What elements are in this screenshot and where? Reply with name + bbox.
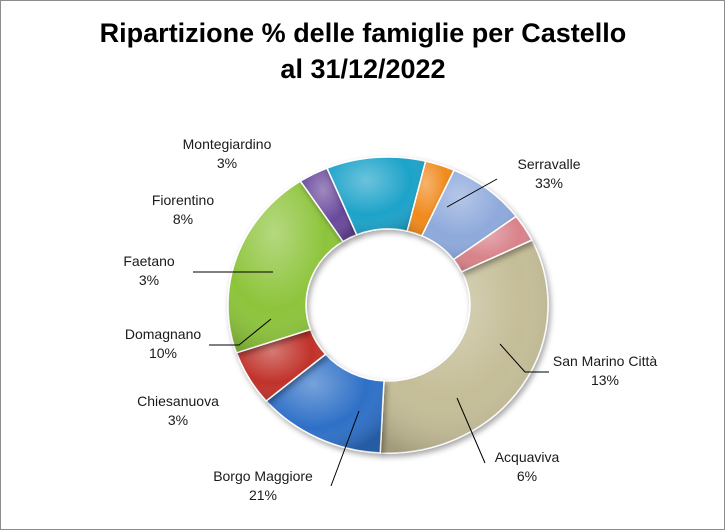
slice-san-marino-citta	[265, 353, 385, 454]
slice-percent-domagnano: 10%	[149, 345, 177, 361]
chart-title-line-1: Ripartizione % delle famiglie per Castel…	[100, 18, 627, 48]
slice-domagnano	[326, 156, 427, 236]
chart-title-line-2: al 31/12/2022	[280, 54, 445, 84]
slice-percent-borgo-maggiore: 21%	[249, 487, 277, 503]
leader-line-acquaviva	[456, 397, 486, 464]
slice-name-chiesanuova: Chiesanuova	[137, 393, 219, 409]
slice-gloss-montegiardino	[453, 216, 532, 272]
slice-name-acquaviva: Acquaviva	[495, 449, 560, 465]
slice-name-san-marino-citta: San Marino Città	[553, 353, 657, 369]
leader-line-san-marino-citta	[499, 343, 549, 373]
slice-percent-chiesanuova: 3%	[168, 412, 188, 428]
slice-label-faetano: Faetano 3%	[123, 253, 175, 288]
slice-gloss-domagnano	[327, 156, 426, 235]
slice-serravalle	[379, 239, 549, 454]
slice-name-domagnano: Domagnano	[125, 326, 201, 342]
slice-gloss-acquaviva	[236, 329, 326, 401]
slice-label-serravalle: Serravalle 33%	[517, 156, 580, 191]
slice-gloss-san-marino-citta	[266, 354, 384, 453]
slice-label-chiesanuova: Chiesanuova 3%	[137, 393, 219, 428]
slice-gloss-fiorentino	[421, 170, 517, 260]
slice-montegiardino	[452, 215, 533, 273]
slice-label-fiorentino: Fiorentino 8%	[152, 192, 214, 227]
slice-label-acquaviva: Acquaviva 6%	[495, 449, 560, 484]
slice-label-montegiardino: Montegiardino 3%	[183, 136, 272, 171]
slice-label-domagnano: Domagnano 10%	[125, 326, 201, 361]
leader-line-serravalle	[446, 178, 498, 208]
slice-label-borgo-maggiore: Borgo Maggiore 21%	[213, 468, 313, 503]
slice-name-borgo-maggiore: Borgo Maggiore	[213, 468, 313, 484]
slice-borgo-maggiore	[227, 180, 345, 354]
slice-gloss-borgo-maggiore	[228, 181, 344, 353]
slice-gloss-faetano	[407, 161, 455, 236]
slice-gloss-serravalle	[380, 240, 549, 453]
slice-name-montegiardino: Montegiardino	[183, 136, 272, 152]
slice-name-fiorentino: Fiorentino	[152, 192, 214, 208]
leader-line-domagnano	[209, 318, 272, 346]
slice-label-san-marino-citta: San Marino Città 13%	[553, 353, 657, 388]
labels-layer: Serravalle 33% San Marino Città 13% Acquaviv…	[123, 136, 657, 503]
slice-percent-acquaviva: 6%	[517, 468, 537, 484]
slice-percent-faetano: 3%	[139, 272, 159, 288]
slice-percent-montegiardino: 3%	[217, 155, 237, 171]
slice-percent-serravalle: 33%	[535, 175, 563, 191]
slice-percent-san-marino-citta: 13%	[591, 372, 619, 388]
slice-gloss-chiesanuova	[300, 168, 357, 242]
slice-name-faetano: Faetano	[123, 253, 175, 269]
slice-name-serravalle: Serravalle	[517, 156, 580, 172]
slice-percent-fiorentino: 8%	[173, 211, 193, 227]
leader-line-borgo-maggiore	[330, 410, 360, 487]
slices-layer	[227, 156, 549, 454]
